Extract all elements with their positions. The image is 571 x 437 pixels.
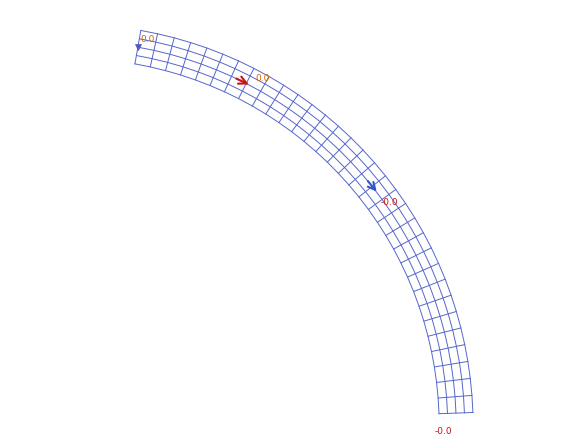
Text: 0.0: 0.0 [141,35,155,44]
Text: -0.0: -0.0 [435,427,452,436]
Text: -0.0: -0.0 [380,198,398,207]
Text: 0.0: 0.0 [255,74,270,83]
